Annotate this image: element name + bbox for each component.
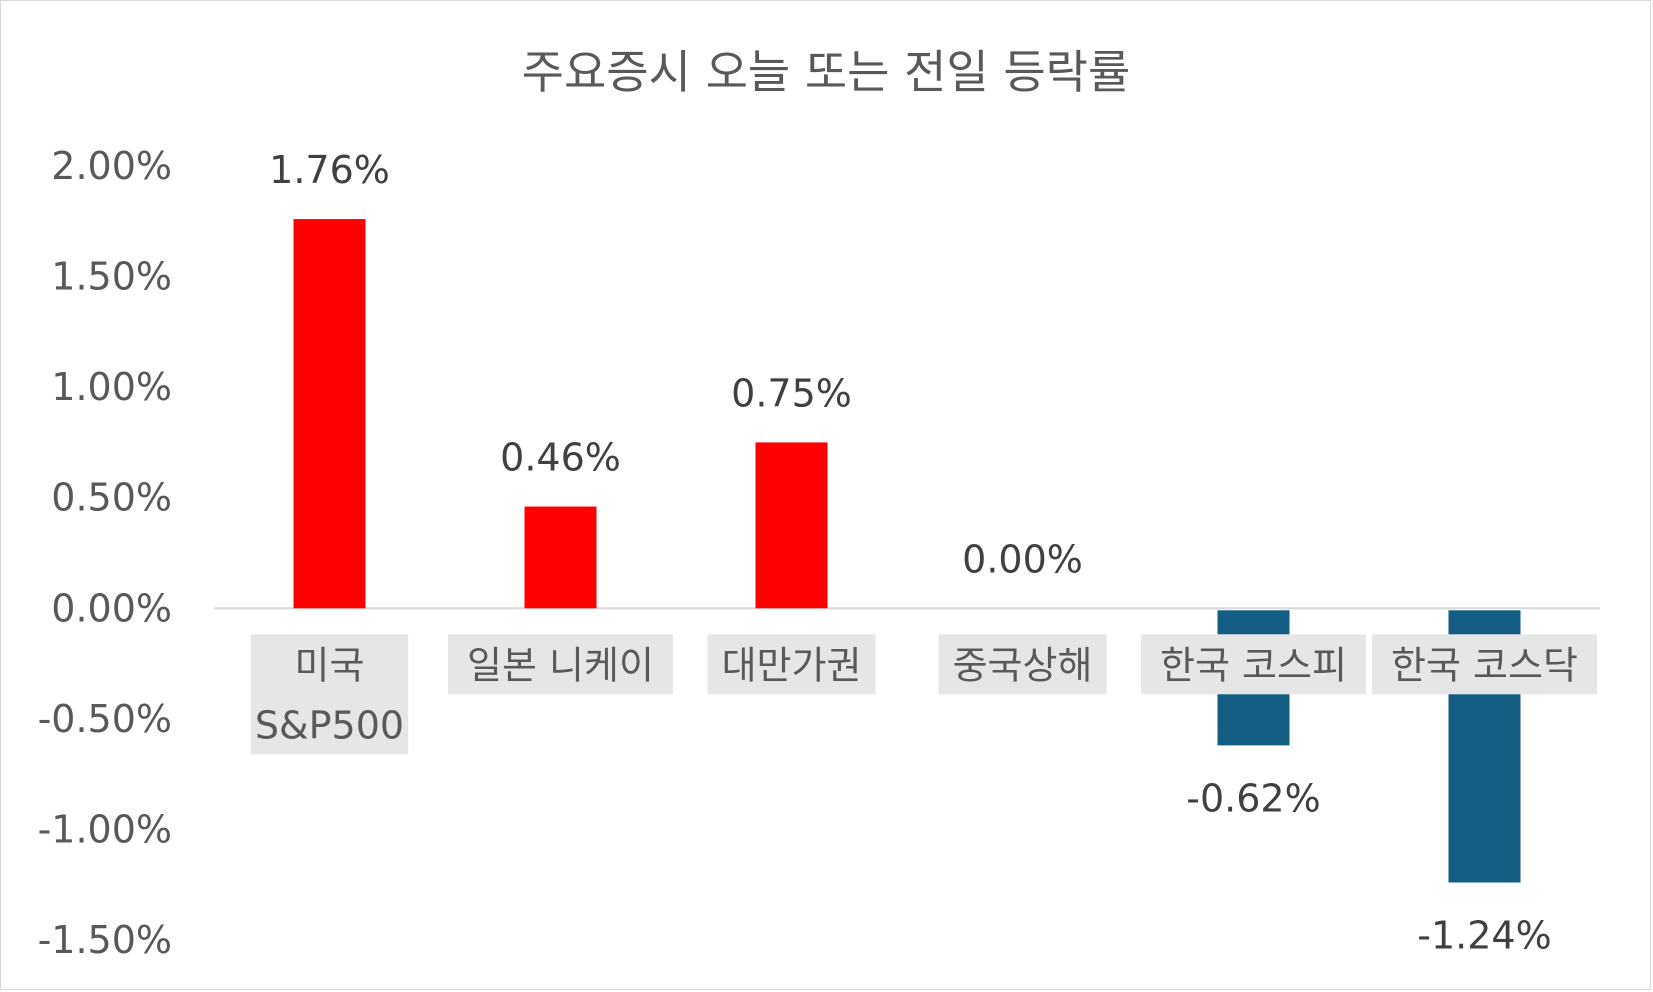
bar <box>524 506 597 609</box>
data-labels: 1.76% 0.46% 0.75% 0.00% -0.62% -1.24% <box>269 148 1552 957</box>
y-tick-label: 1.50% <box>51 255 172 299</box>
category-label-background <box>1141 634 1366 695</box>
y-tick-label: 2.00% <box>51 144 172 188</box>
category-label: 한국 코스닥 <box>1391 643 1578 687</box>
category-label: 한국 코스피 <box>1160 643 1347 687</box>
chart-title: 주요증시 오늘 또는 전일 등락률 <box>522 45 1131 99</box>
bar <box>755 442 828 609</box>
y-tick-label: 0.00% <box>51 586 172 630</box>
data-label: -0.62% <box>1186 776 1320 820</box>
category-label-background <box>707 634 876 695</box>
data-label: 1.76% <box>269 148 390 192</box>
bars <box>293 219 1521 883</box>
category-label: 미국 S&P500 <box>255 643 404 747</box>
category-label: 일본 니케이 <box>467 643 654 687</box>
y-tick-label: -1.00% <box>38 807 172 851</box>
data-label: 0.00% <box>962 537 1083 581</box>
category-label: 중국상해 <box>953 643 1093 687</box>
category-label-background <box>938 634 1107 695</box>
y-tick-label: 0.50% <box>51 476 172 520</box>
y-tick-label: 1.00% <box>51 365 172 409</box>
bar <box>293 219 366 609</box>
category-label-background <box>448 634 673 695</box>
data-label: 0.46% <box>500 436 621 480</box>
category-label-background <box>1372 634 1597 695</box>
category-labels: 미국 S&P500 일본 니케이 대만가권 중국상해 한국 코스피 한국 코스닥 <box>250 634 1597 755</box>
y-tick-label: -0.50% <box>38 697 172 741</box>
category-label-background <box>250 634 409 755</box>
y-tick-label: -1.50% <box>38 918 172 962</box>
data-label: -1.24% <box>1417 914 1551 958</box>
y-axis-ticks: 2.00% 1.50% 1.00% 0.50% 0.00% -0.50% -1.00% -1.… <box>38 144 172 962</box>
data-label: 0.75% <box>731 371 852 415</box>
category-label: 대만가권 <box>722 643 862 687</box>
